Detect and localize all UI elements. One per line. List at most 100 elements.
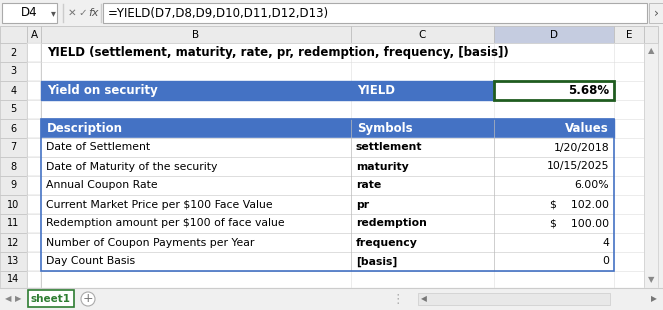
Text: 10: 10: [7, 200, 20, 210]
Bar: [41, 157, 644, 176]
Text: 14: 14: [7, 274, 20, 285]
Text: ⋮: ⋮: [392, 293, 404, 305]
Bar: [41, 195, 644, 214]
Text: $    100.00: $ 100.00: [550, 219, 609, 228]
Bar: [103, 3, 647, 23]
Text: rate: rate: [356, 180, 381, 191]
Text: settlement: settlement: [356, 143, 422, 153]
Bar: [41, 252, 614, 271]
Bar: [27, 119, 41, 138]
Text: ✓: ✓: [79, 8, 88, 18]
Bar: [27, 62, 41, 81]
Text: 2: 2: [11, 47, 17, 57]
Text: 8: 8: [11, 162, 17, 171]
Bar: [0, 26, 663, 43]
Bar: [41, 214, 614, 233]
Text: maturity: maturity: [356, 162, 409, 171]
Bar: [41, 252, 644, 271]
Bar: [0, 157, 27, 176]
Text: Current Market Price per $100 Face Value: Current Market Price per $100 Face Value: [46, 200, 272, 210]
Bar: [41, 43, 644, 62]
Text: Redemption amount per $100 of face value: Redemption amount per $100 of face value: [46, 219, 284, 228]
Text: Number of Coupon Payments per Year: Number of Coupon Payments per Year: [46, 237, 255, 247]
Text: [basis]: [basis]: [356, 256, 397, 267]
Bar: [41, 119, 614, 271]
Text: Date of Settlement: Date of Settlement: [46, 143, 150, 153]
Text: 4: 4: [602, 237, 609, 247]
Text: 9: 9: [11, 180, 17, 191]
Bar: [0, 195, 27, 214]
Bar: [0, 81, 27, 100]
Bar: [41, 195, 614, 214]
Text: =YIELD(D7,D8,D9,D10,D11,D12,D13): =YIELD(D7,D8,D9,D10,D11,D12,D13): [108, 7, 329, 20]
Text: 6: 6: [11, 123, 17, 134]
Text: pr: pr: [356, 200, 369, 210]
Bar: [494, 26, 614, 43]
Bar: [0, 100, 27, 119]
Bar: [418, 293, 610, 305]
Text: Values: Values: [566, 122, 609, 135]
Bar: [41, 100, 644, 119]
Text: D4: D4: [21, 7, 37, 20]
Bar: [0, 233, 27, 252]
Bar: [41, 176, 644, 195]
Bar: [27, 271, 41, 288]
Text: D: D: [550, 29, 558, 39]
Text: 6.00%: 6.00%: [574, 180, 609, 191]
Text: B: B: [192, 29, 200, 39]
Bar: [0, 214, 27, 233]
Text: 13: 13: [7, 256, 20, 267]
Text: 11: 11: [7, 219, 20, 228]
Text: fx: fx: [89, 8, 99, 18]
Bar: [27, 233, 41, 252]
Bar: [0, 288, 663, 310]
Bar: [351, 26, 494, 43]
Text: ▶: ▶: [651, 294, 657, 303]
Bar: [27, 26, 41, 43]
Text: sheet1: sheet1: [31, 294, 71, 303]
Bar: [0, 0, 663, 26]
Text: Date of Maturity of the security: Date of Maturity of the security: [46, 162, 217, 171]
Text: redemption: redemption: [356, 219, 427, 228]
Text: C: C: [419, 29, 426, 39]
Text: 12: 12: [7, 237, 20, 247]
Text: E: E: [626, 29, 633, 39]
Bar: [27, 43, 41, 62]
Bar: [2, 3, 57, 23]
Bar: [41, 157, 614, 176]
Bar: [41, 26, 351, 43]
Text: 3: 3: [11, 67, 17, 77]
Bar: [41, 138, 644, 157]
Bar: [41, 81, 644, 100]
Text: +: +: [83, 293, 93, 305]
Text: Day Count Basis: Day Count Basis: [46, 256, 135, 267]
Circle shape: [81, 292, 95, 306]
Bar: [0, 43, 27, 62]
Text: 5: 5: [11, 104, 17, 114]
Text: 5.68%: 5.68%: [568, 84, 609, 97]
Text: YIELD (settlement, maturity, rate, pr, redemption, frequency, [basis]): YIELD (settlement, maturity, rate, pr, r…: [47, 46, 509, 59]
Bar: [494, 81, 614, 100]
Bar: [27, 214, 41, 233]
Bar: [27, 252, 41, 271]
Bar: [41, 119, 644, 138]
Text: 1/20/2018: 1/20/2018: [554, 143, 609, 153]
Bar: [41, 233, 614, 252]
Bar: [0, 119, 27, 138]
Text: YIELD: YIELD: [357, 84, 395, 97]
Text: 0: 0: [602, 256, 609, 267]
Bar: [41, 138, 614, 157]
Bar: [27, 176, 41, 195]
Bar: [27, 195, 41, 214]
Bar: [0, 176, 27, 195]
Text: Yield on security: Yield on security: [47, 84, 158, 97]
Text: 10/15/2025: 10/15/2025: [546, 162, 609, 171]
Bar: [41, 176, 614, 195]
Text: ✕: ✕: [68, 8, 76, 18]
Text: frequency: frequency: [356, 237, 418, 247]
Bar: [41, 271, 644, 288]
Bar: [41, 233, 644, 252]
Text: A: A: [30, 29, 38, 39]
Bar: [41, 62, 644, 81]
Bar: [494, 81, 614, 100]
